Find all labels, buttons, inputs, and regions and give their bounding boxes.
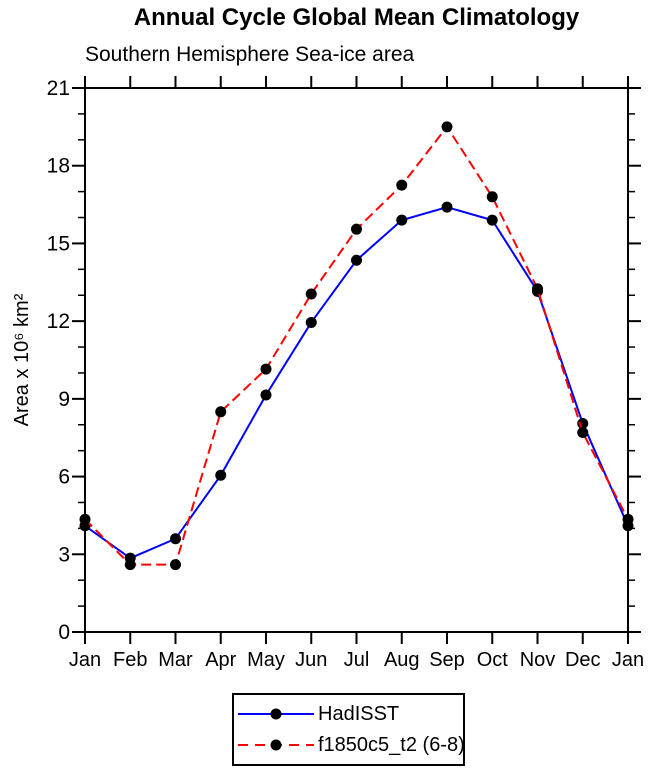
x-tick-label: Jul — [344, 649, 370, 671]
y-tick-label: 9 — [58, 388, 70, 411]
data-point-marker — [260, 363, 272, 375]
data-point-marker — [351, 223, 362, 235]
x-tick-label: Feb — [113, 649, 147, 671]
y-tick-label: 3 — [58, 543, 70, 566]
x-tick-label: Jun — [295, 649, 327, 671]
data-point-marker — [260, 389, 272, 401]
legend-item-hadisst: HadISST — [237, 702, 463, 726]
legend-label-hadisst: HadISST — [318, 702, 400, 725]
series-line-1 — [84, 125, 629, 566]
y-tick-label: 18 — [47, 155, 70, 178]
x-tick-label: May — [247, 649, 285, 671]
data-point-marker — [305, 316, 317, 328]
plot-box — [84, 87, 629, 633]
data-point-marker — [170, 533, 181, 545]
y-tick-label: 12 — [47, 310, 70, 333]
y-axis-title: Area x 10⁶ km² — [11, 293, 33, 426]
data-point-marker — [486, 214, 498, 226]
data-point-marker — [79, 513, 91, 525]
data-point-marker — [124, 559, 136, 571]
data-point-marker — [441, 121, 453, 133]
x-tick-label: Aug — [384, 649, 420, 671]
chart-title: Annual Cycle Global Mean Climatology — [133, 4, 580, 31]
data-point-marker — [351, 254, 362, 266]
data-point-marker — [622, 513, 634, 525]
data-point-marker — [215, 469, 227, 481]
x-tick-label: Jan — [612, 649, 644, 671]
x-tick-label: Sep — [429, 649, 465, 671]
data-point-marker — [396, 214, 408, 226]
data-point-marker — [532, 283, 543, 295]
x-tick-label: Apr — [205, 649, 236, 671]
y-tick-label: 15 — [47, 232, 70, 255]
x-tick-label: Nov — [520, 649, 556, 671]
x-tick-label: Mar — [158, 649, 193, 671]
data-point-marker — [215, 406, 227, 418]
data-point-marker — [577, 427, 589, 439]
x-tick-label: Dec — [565, 649, 601, 671]
x-tick-label: Oct — [477, 649, 509, 671]
hadisst-line-sample-icon — [238, 708, 314, 720]
x-tick-label: Jan — [69, 649, 101, 671]
y-tick-label: 6 — [58, 466, 70, 489]
chart-subtitle: Southern Hemisphere Sea-ice area — [85, 43, 415, 66]
data-point-marker — [170, 559, 181, 571]
legend-item-f1850c5-t2: f1850c5_t2 (6-8) — [237, 733, 465, 757]
data-point-marker — [441, 201, 453, 213]
f1850c5-t2-line-sample-icon — [238, 739, 314, 751]
data-point-marker — [486, 191, 498, 203]
y-tick-label: 0 — [58, 621, 70, 644]
legend-label-f1850c5-t2: f1850c5_t2 (6-8) — [318, 733, 465, 756]
y-tick-label: 21 — [47, 77, 70, 100]
legend: HadISST f1850c5_t2 (6-8) — [232, 693, 465, 766]
data-point-marker — [305, 288, 317, 300]
data-point-marker — [396, 179, 408, 191]
